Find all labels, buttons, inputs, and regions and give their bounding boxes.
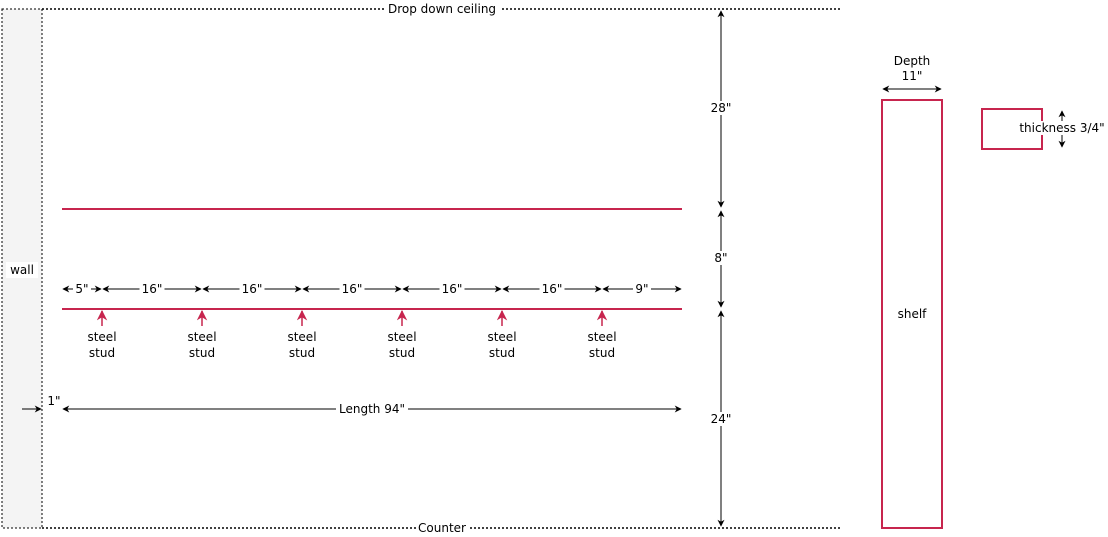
steel-studs: steel stud steel stud steel stud steel stud stee… [87, 309, 617, 360]
wall-offset-label: 1" [47, 394, 60, 408]
stud-label: steel [287, 330, 316, 344]
shelf-gap-label: 8" [714, 251, 727, 265]
stud-label: stud [289, 346, 315, 360]
stud-label: steel [387, 330, 416, 344]
stud-label: steel [487, 330, 516, 344]
spacing-label-bg [439, 282, 465, 296]
stud-label: steel [87, 330, 116, 344]
stud-label: steel [587, 330, 616, 344]
counter-label: Counter [418, 521, 466, 535]
stud-label: steel [187, 330, 216, 344]
spacing-label-bg [73, 282, 91, 296]
spacing-label-bg [633, 282, 651, 296]
stud-label: stud [189, 346, 215, 360]
spacing-label: 16" [442, 282, 463, 296]
depth-label: Depth [894, 54, 931, 68]
spacing-label-bg [139, 282, 165, 296]
stud-spacing-row: 5" 16" 16" 16" 16" 16" 9" [62, 282, 682, 296]
wall-label: wall [10, 263, 34, 277]
top-gap-label: 28" [711, 101, 732, 115]
stud-label: stud [89, 346, 115, 360]
spacing-label: 16" [342, 282, 363, 296]
stud-label: stud [389, 346, 415, 360]
length-label: Length 94" [339, 402, 405, 416]
spacing-label: 16" [242, 282, 263, 296]
shelf-label: shelf [898, 307, 928, 321]
bottom-gap-label: 24" [711, 412, 732, 426]
shelf-profile [881, 99, 943, 529]
stud-label: stud [489, 346, 515, 360]
spacing-label: 16" [142, 282, 163, 296]
stud-label: stud [589, 346, 615, 360]
spacing-label-bg [239, 282, 265, 296]
thickness-label: thickness 3/4" [1019, 121, 1104, 135]
spacing-label-bg [339, 282, 365, 296]
depth-value: 11" [902, 69, 923, 83]
spacing-label: 5" [75, 282, 88, 296]
spacing-label: 9" [635, 282, 648, 296]
spacing-label-bg [539, 282, 565, 296]
ceiling-label: Drop down ceiling [388, 2, 496, 16]
spacing-label: 16" [542, 282, 563, 296]
